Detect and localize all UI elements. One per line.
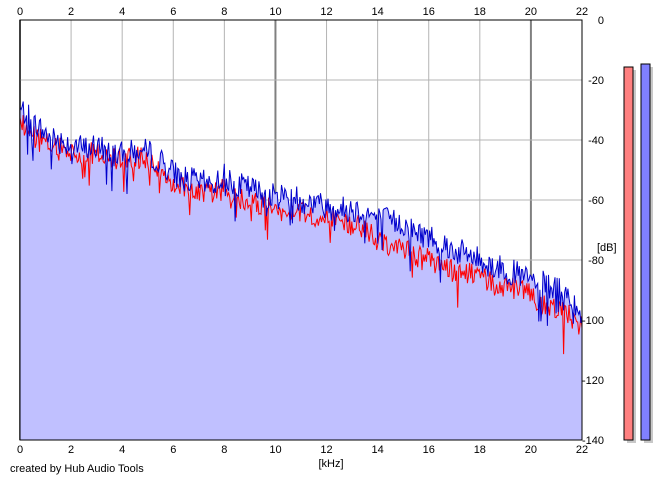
- x-tick-label-bottom: 16: [423, 444, 435, 456]
- series-lines: [19, 101, 583, 355]
- x-tick-label-bottom: 10: [269, 444, 281, 456]
- x-tick-label-bottom: 2: [68, 444, 74, 456]
- x-tick-label-top: 8: [221, 6, 227, 18]
- right-axis-tick-labels: 0 -20 -40 -60 -80 -100 -120 -140: [582, 15, 604, 447]
- x-tick-label-top: 0: [17, 6, 23, 18]
- credit-text: created by Hub Audio Tools: [10, 463, 144, 475]
- y-tick-label: -40: [588, 135, 604, 147]
- x-tick-label-bottom: 20: [525, 444, 537, 456]
- x-tick-label-top: 18: [474, 6, 486, 18]
- series-line-blue: [19, 101, 583, 326]
- x-tick-label-top: 20: [525, 6, 537, 18]
- x-tick-label-top: 6: [170, 6, 176, 18]
- y-tick-label: -20: [588, 75, 604, 87]
- x-tick-label-top: 12: [320, 6, 332, 18]
- x-tick-label-bottom: 6: [170, 444, 176, 456]
- x-tick-label-top: 22: [576, 6, 588, 18]
- x-tick-label-bottom: 12: [320, 444, 332, 456]
- y-tick-label: -120: [582, 375, 604, 387]
- x-axis-label: [kHz]: [318, 458, 343, 470]
- x-tick-label-top: 10: [269, 6, 281, 18]
- x-tick-label-top: 4: [119, 6, 125, 18]
- series-area-fill: [20, 101, 582, 440]
- x-tick-label-bottom: 4: [119, 444, 125, 456]
- y-tick-label: 0: [598, 15, 604, 27]
- plot-frame: [19, 19, 583, 441]
- bottom-axis-tick-labels: 0 2 4 6 8 10 12 14 16 18 20 22: [17, 444, 588, 456]
- y-tick-label: -140: [582, 435, 604, 447]
- y-axis-label: [dB]: [597, 242, 617, 254]
- x-tick-label-bottom: 18: [474, 444, 486, 456]
- level-meters: [623, 63, 653, 443]
- x-tick-label-bottom: 8: [221, 444, 227, 456]
- area-fill: [20, 101, 582, 440]
- level-meter-bar: [640, 63, 651, 441]
- y-tick-label: -100: [582, 315, 604, 327]
- x-tick-label-bottom: 0: [17, 444, 23, 456]
- x-tick-label-top: 14: [372, 6, 384, 18]
- x-tick-label-bottom: 22: [576, 444, 588, 456]
- top-axis-tick-labels: 0 2 4 6 8 10 12 14 16 18 20 22: [17, 6, 588, 18]
- level-meter-bar: [623, 66, 634, 441]
- x-tick-label-top: 2: [68, 6, 74, 18]
- x-tick-label-bottom: 14: [372, 444, 384, 456]
- y-tick-label: -80: [588, 255, 604, 267]
- y-tick-label: -60: [588, 195, 604, 207]
- x-tick-label-top: 16: [423, 6, 435, 18]
